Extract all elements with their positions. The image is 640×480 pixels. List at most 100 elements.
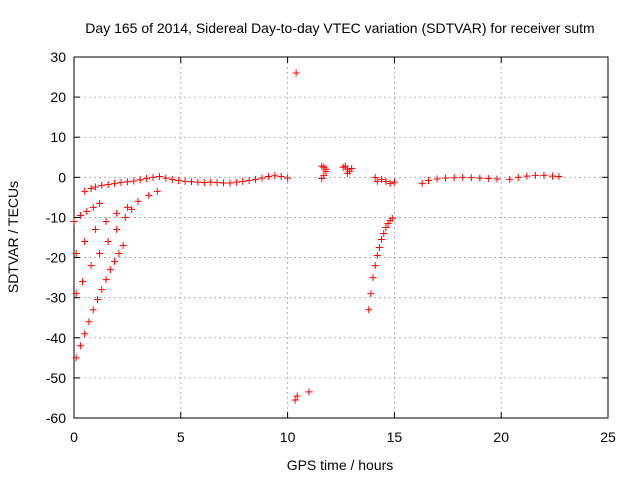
data-point <box>128 205 136 213</box>
data-point <box>123 178 131 186</box>
data-point <box>181 177 189 185</box>
data-point <box>271 172 279 180</box>
series-segment-13 <box>339 162 356 177</box>
grid <box>74 57 608 418</box>
data-point <box>548 172 556 180</box>
data-point <box>305 388 313 396</box>
data-point <box>145 191 153 199</box>
data-point <box>89 306 97 314</box>
data-point <box>143 175 151 183</box>
data-point <box>72 290 80 298</box>
data-point <box>386 179 394 187</box>
data-point <box>153 187 161 195</box>
data-point <box>459 173 467 181</box>
data-point <box>367 290 375 298</box>
data-point <box>378 236 386 244</box>
y-tick-label: -50 <box>46 370 66 386</box>
data-point <box>187 178 195 186</box>
y-tick-label: -60 <box>46 410 66 426</box>
y-tick-label: 0 <box>58 169 66 185</box>
data-point <box>81 330 89 338</box>
data-point <box>104 238 112 246</box>
data-point <box>252 175 260 183</box>
data-point <box>72 354 80 362</box>
x-axis-label: GPS time / hours <box>287 457 394 473</box>
data-point <box>72 250 80 258</box>
data-point <box>245 177 253 185</box>
data-point <box>380 229 388 237</box>
y-tick-label: 10 <box>50 129 66 145</box>
data-point <box>155 173 163 181</box>
series-segment-14 <box>371 173 398 187</box>
data-point <box>81 187 89 195</box>
data-point <box>70 217 78 225</box>
data-point <box>484 175 492 183</box>
data-point <box>175 177 183 185</box>
data-point <box>382 177 390 185</box>
data-point <box>85 318 93 326</box>
data-point <box>136 176 144 184</box>
series-segment-12 <box>318 162 330 183</box>
series-branch-4 <box>72 242 127 362</box>
data-point <box>91 225 99 233</box>
y-tick-label: -10 <box>46 209 66 225</box>
data-point <box>220 179 228 187</box>
data-point <box>111 179 119 187</box>
series-spike-bottom <box>291 388 313 404</box>
x-tick-label: 15 <box>387 429 403 445</box>
y-tick-label: 20 <box>50 89 66 105</box>
x-tick-label: 10 <box>280 429 296 445</box>
x-tick-label: 25 <box>600 429 616 445</box>
data-point <box>343 169 351 177</box>
data-point <box>373 252 381 260</box>
series-segment-17 <box>418 173 501 187</box>
data-point <box>76 342 84 350</box>
data-point <box>111 258 119 266</box>
data-point <box>102 217 110 225</box>
chart-title: Day 165 of 2014, Sidereal Day-to-day VTE… <box>85 20 594 36</box>
data-point <box>292 69 300 77</box>
series-spike-top <box>292 69 300 77</box>
data-point <box>134 197 142 205</box>
data-point <box>348 165 356 173</box>
data-point <box>194 178 202 186</box>
data-point <box>418 179 426 187</box>
data-point <box>375 244 383 252</box>
data-point <box>322 167 330 175</box>
data-point <box>83 207 91 215</box>
data-point <box>213 179 221 187</box>
y-tick-label: -40 <box>46 330 66 346</box>
data-point <box>168 175 176 183</box>
data-point <box>106 266 114 274</box>
data-point <box>388 214 396 222</box>
data-point <box>514 173 522 181</box>
x-tick-labels: 0 5 10 15 20 25 <box>70 429 616 445</box>
data-point <box>226 179 234 187</box>
data-point <box>102 276 110 284</box>
data-point <box>476 174 484 182</box>
data-point <box>540 171 548 179</box>
data-point <box>425 177 433 185</box>
y-tick-label: 30 <box>50 49 66 65</box>
series-descending-14 <box>365 214 396 314</box>
data-point <box>371 262 379 270</box>
data-point <box>162 174 170 182</box>
data-point <box>291 396 299 404</box>
y-axis-label: SDTVAR / TECUs <box>5 181 21 293</box>
data-point <box>293 392 301 400</box>
data-point <box>119 242 127 250</box>
data-point <box>81 238 89 246</box>
data-point <box>493 175 501 183</box>
data-point <box>506 175 514 183</box>
data-point <box>369 274 377 282</box>
data-point <box>98 181 106 189</box>
data-point <box>115 250 123 258</box>
data-point <box>96 250 104 258</box>
data-point <box>149 173 157 181</box>
y-tick-labels: 30 20 10 0 -10 -20 -30 -40 -50 -60 <box>46 49 66 426</box>
data-point <box>467 174 475 182</box>
data-point <box>523 172 531 180</box>
x-tick-label: 0 <box>70 429 78 445</box>
data-point <box>371 173 379 181</box>
